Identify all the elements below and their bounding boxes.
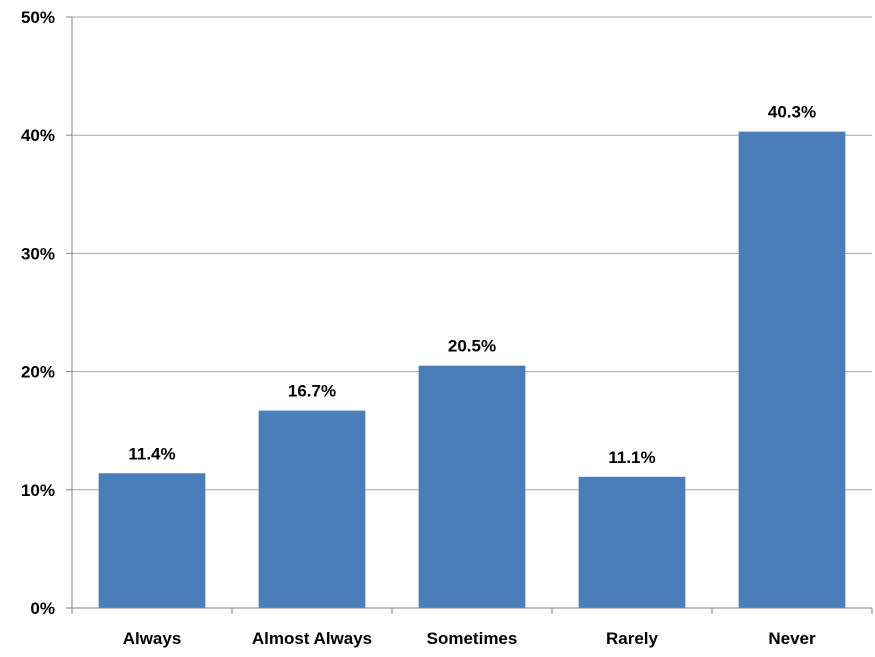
x-category-label: Rarely — [606, 629, 659, 648]
y-tick-label: 30% — [21, 244, 55, 263]
y-tick-label: 0% — [30, 599, 55, 618]
y-tick-label: 50% — [21, 8, 55, 27]
data-label: 40.3% — [768, 103, 816, 122]
x-category-label: Sometimes — [427, 629, 518, 648]
bar-almost-always — [258, 410, 366, 608]
labels: 0% 10% 20% 30% 40% 50% 11.4% Always 16.7% Almost … — [21, 8, 816, 648]
bars — [98, 131, 846, 609]
x-category-label: Almost Always — [252, 629, 372, 648]
data-label: 11.4% — [128, 444, 175, 463]
y-tick-label: 10% — [21, 481, 55, 500]
bar-never — [738, 131, 846, 609]
data-label: 16.7% — [288, 382, 336, 401]
y-tick-label: 40% — [21, 126, 55, 145]
bar-sometimes — [418, 365, 526, 608]
y-tick-label: 20% — [21, 363, 55, 382]
axes — [66, 16, 873, 614]
x-category-label: Never — [768, 629, 816, 648]
data-label: 20.5% — [448, 337, 496, 356]
bar-always — [98, 473, 206, 608]
x-category-label: Always — [123, 629, 182, 648]
bar-rarely — [578, 476, 686, 608]
data-label: 11.1% — [608, 448, 655, 467]
